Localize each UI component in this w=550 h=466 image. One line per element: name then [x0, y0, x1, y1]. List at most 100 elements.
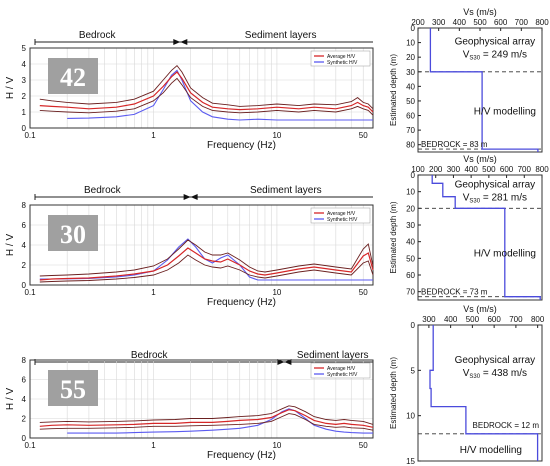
- profile-y-tick-label: 0: [411, 24, 416, 33]
- profile-x-tick-label: 300: [422, 315, 436, 324]
- x-tick-label: 1: [151, 131, 156, 140]
- bedrock-label: Bedrock: [79, 30, 117, 41]
- series-upper-bound: [39, 405, 374, 425]
- legend-average-label: Average H/V: [327, 366, 356, 372]
- x-tick-label: 0.1: [24, 131, 36, 140]
- profile-x-tick-label: 800: [535, 18, 549, 27]
- series-synthetic-hv: [39, 238, 373, 281]
- vs30-subscript: S30: [469, 199, 480, 205]
- legend-average-label: Average H/V: [327, 54, 356, 60]
- profile-y-tick-label: 10: [406, 412, 415, 421]
- vs30-subscript: S30: [469, 56, 480, 62]
- profile-y-tick-label: 80: [406, 141, 415, 150]
- bedrock-label: Bedrock: [84, 185, 122, 196]
- vs30-symbol: V: [463, 368, 470, 379]
- y-tick-label: 6: [22, 221, 27, 230]
- profile-x-tick-label: 600: [500, 165, 514, 174]
- y-tick-label: 2: [22, 415, 27, 424]
- legend-box: [310, 207, 371, 224]
- vs30-subscript: S30: [469, 374, 480, 380]
- y-tick-label: 1: [22, 108, 27, 117]
- profile-y-tick-label: 70: [406, 126, 415, 135]
- series-lower-bound: [39, 77, 374, 116]
- geophysical-array-label: Geophysical array: [455, 180, 536, 191]
- y-axis-label: H / V: [5, 234, 16, 257]
- profile-y-tick-label: 15: [406, 457, 415, 466]
- station-badge: [48, 58, 98, 94]
- profile-x-tick-label: 400: [444, 315, 458, 324]
- profile-y-tick-label: 30: [406, 221, 415, 230]
- profile-x-tick-label: 600: [487, 315, 501, 324]
- transition-arrow-left: [183, 194, 191, 200]
- series-average-hv: [39, 71, 374, 113]
- transition-arrow-right: [180, 39, 188, 45]
- series-synthetic-hv: [67, 408, 373, 434]
- series-synthetic-hv: [67, 69, 373, 121]
- profile-x-tick-label: 200: [429, 165, 443, 174]
- x-tick-label: 0.1: [24, 288, 36, 297]
- series-average-hv: [39, 409, 374, 428]
- y-tick-label: 2: [22, 92, 27, 101]
- profile-frame: [417, 174, 543, 301]
- y-axis-label: H / V: [5, 77, 16, 100]
- profile-x-axis-label: Vs (m/s): [463, 304, 497, 314]
- hv-plot-frame: [29, 47, 374, 129]
- legend-box: [310, 362, 371, 379]
- profile-y-tick-label: 60: [406, 112, 415, 121]
- y-tick-label: 3: [22, 76, 27, 85]
- profile-y-axis-label: Estimated depth (m): [389, 357, 398, 429]
- series-average-hv: [39, 247, 374, 281]
- hv-modelling-label: H/V modelling: [474, 106, 536, 117]
- profile-y-tick-label: 10: [406, 188, 415, 197]
- y-tick-label: 0: [22, 281, 27, 290]
- profile-y-tick-label: 50: [406, 97, 415, 106]
- series-lower-bound: [39, 413, 374, 431]
- profile-x-tick-label: 200: [411, 18, 425, 27]
- profile-y-tick-label: 60: [406, 271, 415, 280]
- vs30-value: = 281 m/s: [480, 193, 527, 204]
- station-badge-label: 30: [60, 220, 86, 249]
- profile-x-tick-label: 500: [473, 18, 487, 27]
- vs-profile-55: 300 400 500 600 700 800 0 5 10 15 Vs (m/s) Estimate…: [389, 304, 545, 466]
- series-upper-bound: [39, 64, 374, 110]
- bedrock-depth-label: BEDROCK = 83 m: [421, 140, 488, 149]
- y-tick-label: 6: [22, 376, 27, 385]
- profile-x-tick-label: 300: [447, 165, 461, 174]
- profile-y-tick-label: 20: [406, 53, 415, 62]
- x-tick-label: 50: [359, 131, 368, 140]
- geophysical-array-label: Geophysical array: [455, 37, 536, 48]
- hv-plot-frame: [29, 359, 374, 439]
- profile-x-tick-label: 500: [466, 315, 480, 324]
- x-tick-label: 1: [151, 441, 156, 450]
- bedrock-depth-label: BEDROCK = 73 m: [421, 288, 488, 297]
- y-tick-label: 0: [22, 434, 27, 443]
- x-tick-label: 50: [359, 288, 368, 297]
- profile-x-tick-label: 600: [494, 18, 508, 27]
- series-lower-bound: [39, 254, 374, 283]
- vs30-label: VS30 = 281 m/s: [463, 193, 527, 205]
- vs30-symbol: V: [463, 50, 470, 61]
- x-axis-label: Frequency (Hz): [207, 140, 276, 151]
- vs-profile-42: 200 300 400 500 600 700 800 0 10 20 30 40 50 60 70 80 Vs…: [389, 7, 549, 153]
- y-axis-label: H / V: [5, 388, 16, 411]
- hv-modelling-label: H/V modelling: [460, 445, 522, 456]
- bedrock-depth-label: BEDROCK = 12 m: [473, 421, 540, 430]
- x-tick-label: 50: [359, 441, 368, 450]
- bedrock-label: Bedrock: [131, 350, 169, 361]
- y-tick-label: 0: [22, 124, 27, 133]
- vs-profile-line: [429, 28, 539, 152]
- legend-synthetic-label: Synthetic H/V: [327, 372, 358, 378]
- station-badge: [48, 215, 98, 251]
- profile-y-tick-label: 10: [406, 39, 415, 48]
- legend-average-label: Average H/V: [327, 211, 356, 217]
- series-upper-bound: [39, 239, 374, 277]
- y-tick-label: 5: [22, 44, 27, 53]
- x-tick-label: 1: [151, 288, 156, 297]
- profile-x-tick-label: 100: [411, 165, 425, 174]
- profile-x-tick-label: 400: [464, 165, 478, 174]
- x-axis-label: Frequency (Hz): [207, 297, 276, 308]
- profile-y-tick-label: 40: [406, 82, 415, 91]
- profile-x-tick-label: 700: [515, 18, 529, 27]
- y-tick-label: 4: [22, 395, 27, 404]
